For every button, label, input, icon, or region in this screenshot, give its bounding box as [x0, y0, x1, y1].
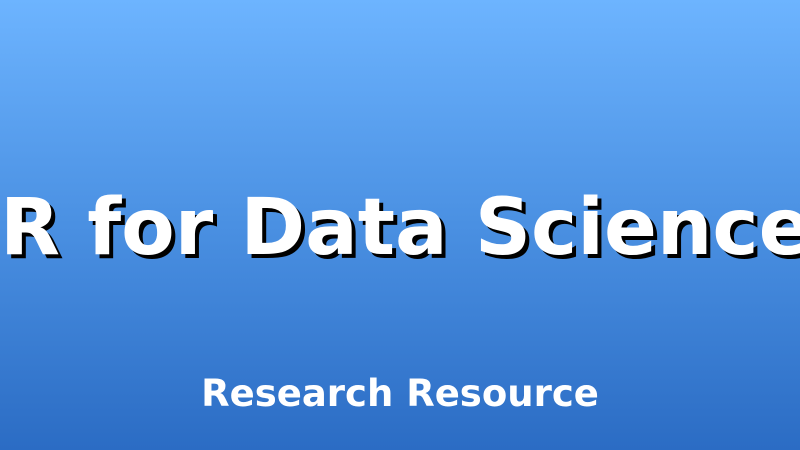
- banner-subtitle: Research Resource: [201, 372, 599, 415]
- banner-title: R for Data Science: [0, 183, 800, 273]
